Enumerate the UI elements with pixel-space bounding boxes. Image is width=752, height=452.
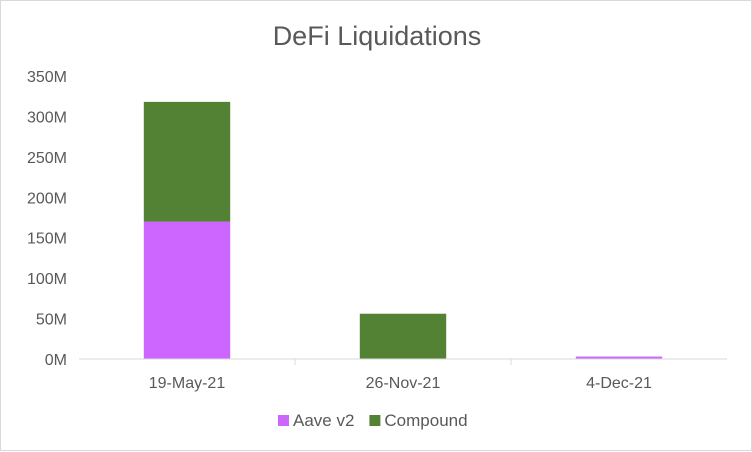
- y-tick-label: 300M: [27, 109, 67, 126]
- y-tick-label: 100M: [27, 271, 67, 288]
- x-tick-label: 26-Nov-21: [366, 375, 441, 392]
- legend-swatch: [369, 415, 381, 426]
- y-tick-label: 0M: [45, 352, 67, 369]
- x-tick-label: 19-May-21: [149, 375, 226, 392]
- y-tick-label: 250M: [27, 150, 67, 167]
- bar-segment: [575, 356, 663, 359]
- y-axis-ticks: 0M 50M 100M 150M 200M 250M 300M 350M: [27, 69, 67, 369]
- y-tick-label: 150M: [27, 231, 67, 248]
- bar-segment: [143, 221, 231, 359]
- legend-label: Aave v2: [293, 411, 354, 430]
- y-tick-label: 200M: [27, 190, 67, 207]
- bars: [143, 101, 663, 359]
- bar-segment: [143, 101, 231, 222]
- legend: Aave v2 Compound: [278, 411, 468, 430]
- bar-segment: [359, 313, 447, 359]
- y-tick-label: 50M: [36, 312, 67, 329]
- legend-swatch: [278, 415, 289, 426]
- y-tick-label: 350M: [27, 69, 67, 86]
- legend-label: Compound: [384, 411, 467, 430]
- x-tick-label: 4-Dec-21: [586, 375, 652, 392]
- chart-title: DeFi Liquidations: [273, 21, 482, 51]
- x-axis-ticks: 19-May-21 26-Nov-21 4-Dec-21: [149, 359, 652, 392]
